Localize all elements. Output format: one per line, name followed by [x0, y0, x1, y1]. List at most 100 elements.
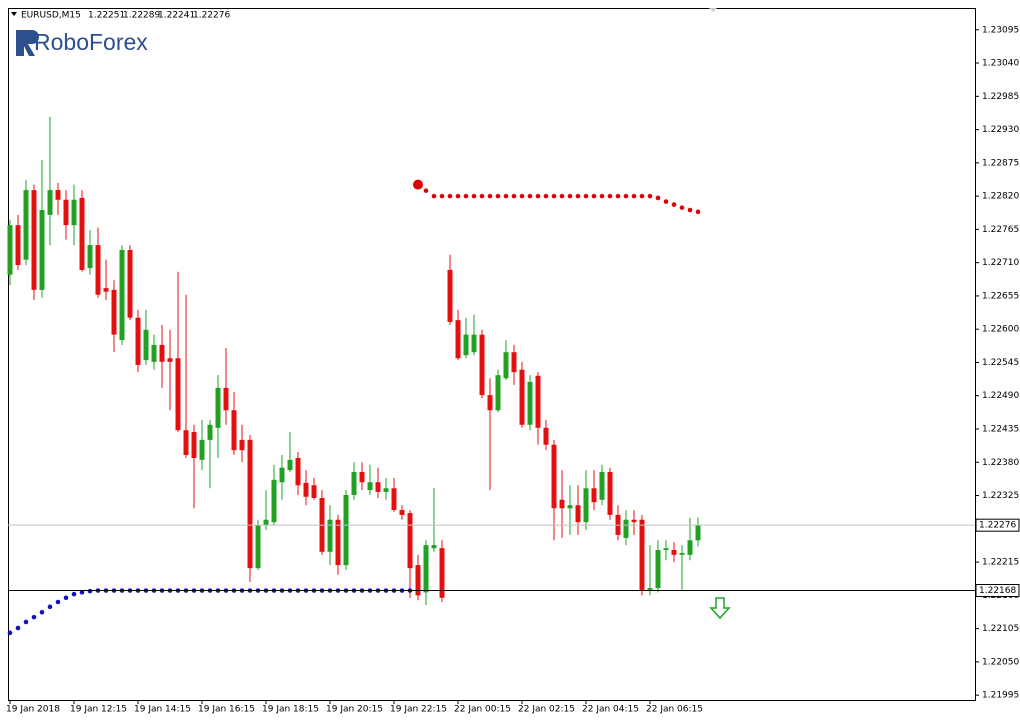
- y-tick-label: 1.21995: [982, 691, 1019, 701]
- x-tick-label: 19 Jan 2018: [6, 705, 60, 715]
- sar-dot: [463, 193, 469, 199]
- candle-body: [79, 197, 85, 270]
- candle-body: [247, 439, 253, 569]
- candle-body: [647, 588, 653, 590]
- candle-body: [367, 482, 373, 491]
- candle-body: [295, 458, 301, 486]
- candle-body: [463, 334, 469, 356]
- sar-dot: [15, 625, 21, 631]
- candle-body: [359, 471, 365, 483]
- symbol: EURUSD,M15: [21, 11, 81, 21]
- sar-dot: [23, 619, 29, 625]
- sar-dot: [519, 193, 525, 199]
- header-open: 1.22251: [88, 11, 125, 21]
- candle-body: [287, 459, 293, 471]
- y-tick-label: 1.22985: [982, 92, 1019, 102]
- candle-body: [623, 519, 629, 538]
- candle-body: [23, 190, 29, 260]
- candle-body: [223, 387, 229, 411]
- sar-dot: [615, 193, 621, 199]
- support-level-label: 1.22168: [979, 586, 1016, 596]
- candle-body: [511, 352, 517, 373]
- sar-dot: [591, 193, 597, 199]
- candle-body: [167, 358, 173, 362]
- x-tick-label: 22 Jan 02:15: [518, 705, 575, 715]
- candle-body: [551, 444, 557, 509]
- sar-dot: [559, 193, 565, 199]
- candle-body: [351, 471, 357, 495]
- y-tick-label: 1.22600: [982, 325, 1019, 335]
- candle-body: [631, 519, 637, 523]
- sar-dot: [79, 590, 85, 595]
- candle-body: [407, 513, 413, 569]
- plot-frame: [8, 8, 976, 701]
- candle-body: [7, 225, 13, 275]
- sar-dot: [47, 604, 53, 610]
- sar-dot: [7, 630, 13, 636]
- candle-body: [399, 510, 405, 515]
- candle-body: [183, 430, 189, 456]
- candle-body: [271, 479, 277, 523]
- candle-body: [119, 249, 125, 341]
- candle-body: [87, 245, 93, 269]
- candle-body: [311, 485, 317, 498]
- candle-body: [383, 488, 389, 492]
- y-tick-label: 1.22380: [982, 458, 1019, 468]
- candle-body: [607, 471, 613, 515]
- y-tick-label: 1.22325: [982, 491, 1019, 501]
- sar-dot: [431, 193, 437, 199]
- sar-dot: [447, 193, 453, 199]
- x-tick-label: 19 Jan 14:15: [134, 705, 191, 715]
- sar-dot: [39, 609, 45, 615]
- sar-dot: [511, 193, 517, 199]
- candle-body: [391, 488, 397, 511]
- sar-dot: [455, 193, 461, 199]
- y-tick-label: 1.22050: [982, 657, 1019, 667]
- sar-dot: [639, 193, 645, 199]
- candle-body: [559, 499, 565, 509]
- candle-body: [375, 482, 381, 492]
- candle-body: [335, 519, 341, 566]
- candle-body: [239, 439, 245, 451]
- down-arrow: [709, 597, 731, 620]
- candle-body: [31, 190, 37, 290]
- sar-dot: [31, 614, 37, 620]
- sar-dot: [487, 193, 493, 199]
- sar-dot: [655, 195, 661, 201]
- candle-body: [535, 375, 541, 428]
- candle-body: [39, 210, 45, 290]
- candle-body: [175, 358, 181, 431]
- current-price-label: 1.22276: [979, 521, 1016, 531]
- candle-body: [135, 317, 141, 365]
- y-tick-label: 1.22490: [982, 391, 1019, 401]
- x-tick-label: 22 Jan 04:15: [582, 705, 639, 715]
- y-tick-label: 1.22105: [982, 624, 1019, 634]
- sar-dot: [607, 193, 613, 199]
- candle-body: [671, 549, 677, 555]
- y-tick-label: 1.22435: [982, 425, 1019, 435]
- sar-dot: [87, 588, 93, 594]
- candle-body: [303, 482, 309, 497]
- sar-dot: [567, 193, 573, 199]
- sar-dot: [535, 193, 541, 199]
- sar-dot: [687, 207, 693, 213]
- candle-body: [527, 381, 533, 425]
- candle-body: [263, 519, 269, 526]
- y-tick-label: 1.22215: [982, 558, 1019, 568]
- candle-body: [111, 289, 117, 335]
- logo-mark: [16, 30, 24, 56]
- sar-dot: [503, 193, 509, 199]
- sar-dot: [495, 193, 501, 199]
- sar-dot: [575, 193, 581, 199]
- y-tick-label: 1.23040: [982, 59, 1019, 69]
- y-tick-label: 1.22655: [982, 291, 1019, 301]
- logo-mark: [24, 30, 39, 56]
- sar-dot: [647, 193, 653, 199]
- candle-body: [447, 269, 453, 322]
- candle-body: [63, 199, 69, 226]
- candle-body: [591, 488, 597, 503]
- candle-body: [55, 190, 61, 200]
- candle-body: [207, 424, 213, 440]
- candle-body: [343, 494, 349, 566]
- header-close: 1.22276: [193, 11, 230, 21]
